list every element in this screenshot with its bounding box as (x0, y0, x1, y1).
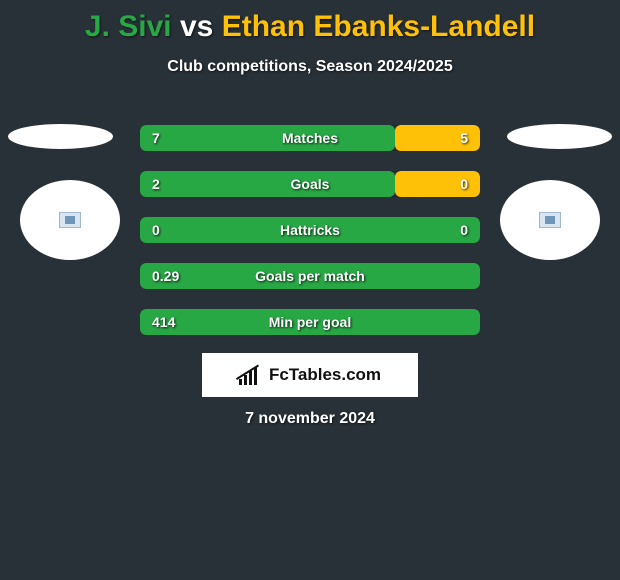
subtitle: Club competitions, Season 2024/2025 (0, 58, 620, 76)
stat-row: 00Hattricks (140, 217, 480, 243)
stat-label: Min per goal (140, 309, 480, 335)
chart-icon (239, 365, 263, 385)
stats-bars: 75Matches 20Goals 00Hattricks 0.29Goals per… (140, 125, 480, 355)
stat-label: Hattricks (140, 217, 480, 243)
stat-row: 20Goals (140, 171, 480, 197)
stat-row: 0.29Goals per match (140, 263, 480, 289)
stat-row: 75Matches (140, 125, 480, 151)
stat-label: Goals per match (140, 263, 480, 289)
stat-label: Goals (140, 171, 480, 197)
player2-name: Ethan Ebanks-Landell (222, 10, 535, 43)
brand-badge: FcTables.com (202, 353, 418, 397)
stat-label: Matches (140, 125, 480, 151)
player1-badge (20, 180, 120, 260)
player2-badge (500, 180, 600, 260)
player1-name: J. Sivi (85, 10, 172, 43)
flag-icon (539, 212, 561, 228)
brand-text: FcTables.com (269, 365, 381, 385)
flag-icon (59, 212, 81, 228)
vs-text: vs (180, 10, 213, 43)
date-text: 7 november 2024 (0, 410, 620, 428)
decor-ellipse-left (8, 124, 113, 149)
decor-ellipse-right (507, 124, 612, 149)
stat-row: 414Min per goal (140, 309, 480, 335)
comparison-title: J. Sivi vs Ethan Ebanks-Landell (0, 0, 620, 44)
